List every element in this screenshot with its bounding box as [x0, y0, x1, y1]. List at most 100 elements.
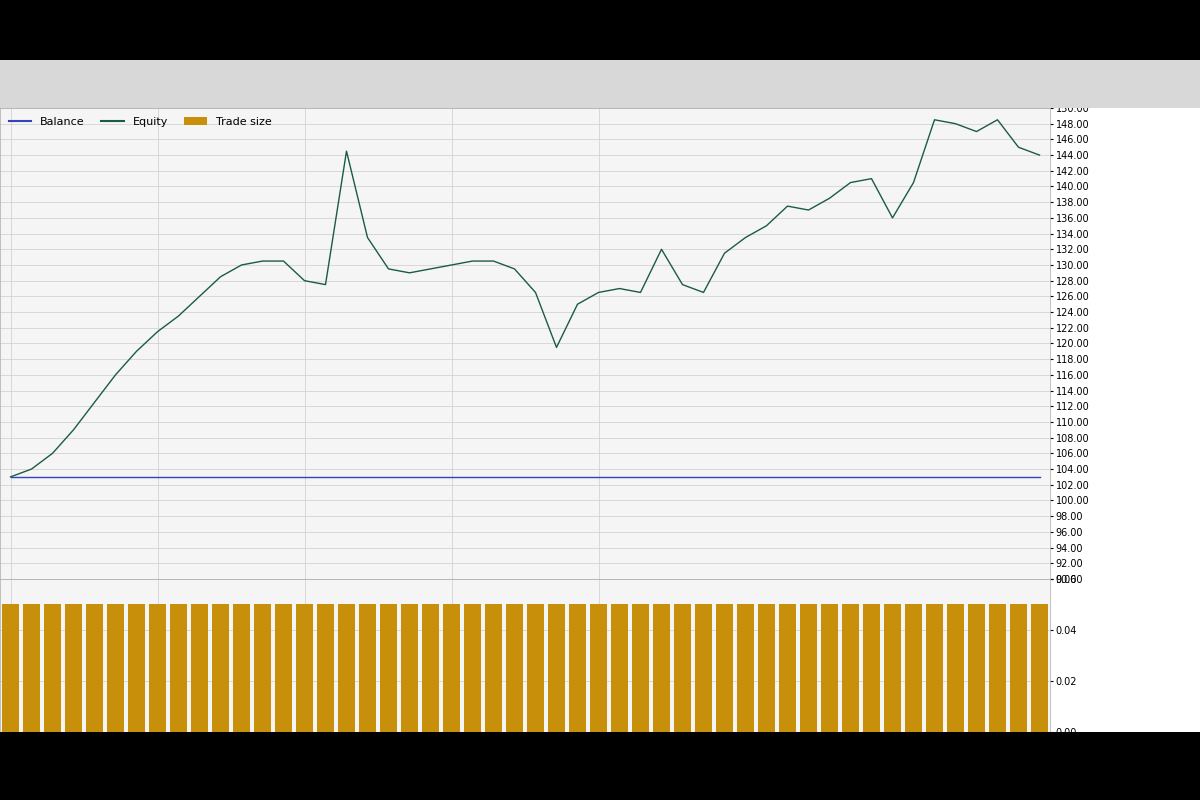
Equity [66, 425, 80, 434]
Balance [948, 472, 962, 482]
Equity [4, 472, 18, 482]
Balance [424, 472, 438, 482]
Balance [234, 472, 248, 482]
Equity [592, 288, 606, 298]
Balance [66, 472, 80, 482]
Bar [65, 605, 82, 732]
Bar [422, 605, 439, 732]
Equity [844, 178, 858, 187]
Balance [612, 472, 626, 482]
Bar [947, 605, 964, 732]
Equity [444, 260, 458, 270]
Equity [24, 464, 38, 474]
Balance [780, 472, 794, 482]
Balance [570, 472, 584, 482]
Equity [612, 284, 626, 294]
Equity [150, 327, 164, 337]
Equity [760, 221, 774, 230]
Equity [130, 346, 144, 356]
Equity [718, 249, 732, 258]
Bar [716, 605, 733, 732]
Bar [842, 605, 859, 732]
Bar [233, 605, 250, 732]
Bar [149, 605, 166, 732]
Balance [150, 472, 164, 482]
Balance [192, 472, 206, 482]
Bar [800, 605, 817, 732]
Equity [298, 276, 312, 286]
Bar [590, 605, 607, 732]
Equity [256, 256, 270, 266]
Bar [23, 605, 40, 732]
Balance [318, 472, 332, 482]
Balance [696, 472, 710, 482]
Bar [170, 605, 187, 732]
Equity [508, 264, 522, 274]
Balance [88, 472, 102, 482]
Bar [275, 605, 292, 732]
Bar [884, 605, 901, 732]
Equity [570, 299, 584, 309]
Equity [990, 115, 1004, 125]
Equity [214, 272, 228, 282]
Bar [44, 605, 61, 732]
Equity [906, 178, 920, 187]
Balance [108, 472, 122, 482]
Balance [402, 472, 416, 482]
Bar [212, 605, 229, 732]
Equity [88, 398, 102, 407]
Equity [634, 288, 648, 298]
Equity [340, 146, 354, 156]
Legend: Balance, Equity, Trade size: Balance, Equity, Trade size [6, 114, 275, 130]
Bar [737, 605, 754, 732]
Equity [486, 256, 500, 266]
Bar [674, 605, 691, 732]
Equity [46, 449, 60, 458]
Balance [802, 472, 816, 482]
Balance [738, 472, 752, 482]
Balance [760, 472, 774, 482]
Balance [928, 472, 942, 482]
Balance [4, 472, 18, 482]
Bar [107, 605, 124, 732]
Balance [508, 472, 522, 482]
Equity [864, 174, 878, 183]
Equity [676, 280, 690, 290]
Equity [424, 264, 438, 274]
Bar [968, 605, 985, 732]
Balance [486, 472, 500, 482]
Bar [254, 605, 271, 732]
Balance [1032, 472, 1046, 482]
Bar [569, 605, 586, 732]
Equity [886, 213, 900, 222]
Balance [1012, 472, 1026, 482]
Bar [317, 605, 334, 732]
Bar [632, 605, 649, 732]
Equity [528, 288, 542, 298]
Balance [718, 472, 732, 482]
Equity [780, 202, 794, 211]
Balance [46, 472, 60, 482]
Bar [989, 605, 1006, 732]
Bar [296, 605, 313, 732]
Equity [466, 256, 480, 266]
Balance [276, 472, 290, 482]
Equity [738, 233, 752, 242]
Bar [443, 605, 460, 732]
Balance [864, 472, 878, 482]
Bar [2, 605, 19, 732]
Bar [338, 605, 355, 732]
Bar [359, 605, 376, 732]
Line: Equity: Equity [11, 120, 1039, 477]
Equity [928, 115, 942, 125]
Balance [822, 472, 836, 482]
Bar [506, 605, 523, 732]
Bar [380, 605, 397, 732]
Balance [676, 472, 690, 482]
Bar [191, 605, 208, 732]
Bar [548, 605, 565, 732]
Bar [905, 605, 922, 732]
Bar [1010, 605, 1027, 732]
Bar [779, 605, 796, 732]
Bar [611, 605, 628, 732]
